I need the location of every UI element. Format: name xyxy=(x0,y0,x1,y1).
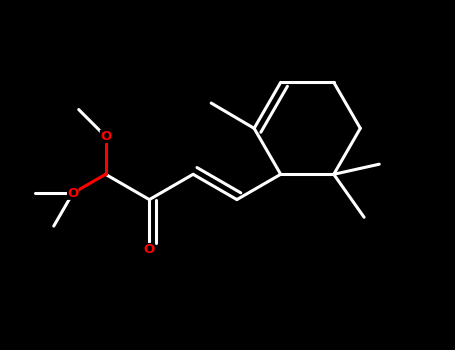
Text: O: O xyxy=(144,243,155,256)
Text: O: O xyxy=(67,187,78,200)
Text: O: O xyxy=(100,130,111,143)
